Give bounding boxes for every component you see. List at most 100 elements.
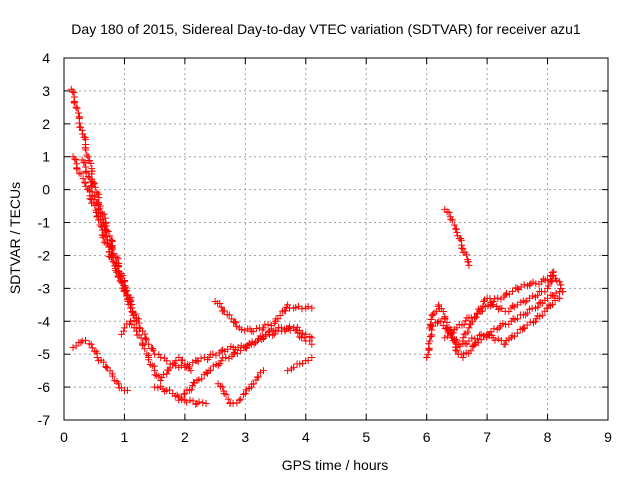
data-point: [99, 218, 107, 226]
data-point: [214, 361, 222, 369]
data-point: [109, 258, 117, 266]
data-point: [81, 179, 89, 187]
data-point: [443, 325, 451, 333]
data-point: [108, 253, 116, 261]
data-point: [160, 370, 168, 378]
data-point: [115, 272, 123, 280]
data-point: [556, 294, 564, 302]
data-point: [491, 336, 499, 344]
data-point: [229, 350, 237, 358]
data-point: [87, 340, 95, 348]
y-tick-label: 4: [42, 50, 50, 66]
series-trace-4: [69, 336, 131, 394]
data-point: [82, 146, 90, 154]
data-point: [149, 346, 157, 354]
data-point: [468, 334, 476, 342]
data-point: [490, 325, 498, 333]
data-point: [502, 289, 510, 297]
data-point: [217, 357, 225, 365]
data-point: [107, 251, 115, 259]
data-point: [282, 307, 290, 315]
data-point: [304, 303, 312, 311]
data-point: [300, 333, 308, 341]
data-point: [70, 99, 78, 107]
series-trace-10: [284, 353, 316, 375]
data-point: [290, 363, 298, 371]
data-point: [437, 317, 445, 325]
series-trace-14: [453, 294, 564, 352]
x-tick-label: 8: [544, 429, 552, 445]
x-tick-label: 1: [121, 429, 129, 445]
data-point: [467, 347, 475, 355]
data-point: [453, 228, 461, 236]
data-point: [486, 302, 494, 310]
data-point: [129, 311, 137, 319]
data-point: [218, 383, 226, 391]
data-point: [488, 300, 496, 308]
data-point: [100, 210, 108, 218]
data-point: [491, 295, 499, 303]
data-point: [69, 88, 77, 96]
data-point: [478, 307, 486, 315]
data-point: [269, 331, 277, 339]
data-point: [123, 386, 131, 394]
data-point: [479, 332, 487, 340]
data-point: [81, 159, 89, 167]
y-tick-label: 0: [42, 182, 50, 198]
data-point: [308, 340, 316, 348]
data-point: [241, 327, 249, 335]
data-point: [222, 390, 230, 398]
data-point: [202, 368, 210, 376]
data-point: [194, 357, 202, 365]
y-tick-label: 1: [42, 149, 50, 165]
data-point: [433, 319, 441, 327]
data-point: [145, 356, 153, 364]
data-point: [102, 363, 110, 371]
data-point: [458, 244, 466, 252]
data-point: [104, 236, 112, 244]
data-point: [451, 337, 459, 345]
data-point: [120, 286, 128, 294]
data-point: [85, 173, 93, 181]
data-point: [205, 353, 213, 361]
data-point: [79, 175, 87, 183]
data-point: [118, 277, 126, 285]
y-tick-label: -3: [38, 280, 51, 296]
data-point: [74, 109, 82, 117]
series-trace-5: [117, 317, 195, 385]
data-point: [142, 336, 150, 344]
data-point: [270, 330, 278, 338]
data-point: [435, 301, 443, 309]
data-point: [427, 316, 435, 324]
data-point: [209, 350, 217, 358]
data-point: [513, 284, 521, 292]
data-point: [525, 281, 533, 289]
data-point: [232, 318, 240, 326]
data-point: [475, 331, 483, 339]
data-point: [449, 329, 457, 337]
data-point: [544, 294, 552, 302]
data-point: [100, 358, 108, 366]
data-point: [187, 386, 195, 394]
series-trace-9: [214, 367, 267, 408]
data-point: [559, 288, 567, 296]
data-point: [133, 317, 141, 325]
y-tick-label: -1: [38, 215, 51, 231]
data-point: [457, 235, 465, 243]
data-point: [526, 318, 534, 326]
data-point: [163, 357, 171, 365]
data-point: [544, 275, 552, 283]
data-point: [69, 344, 77, 352]
data-point: [155, 372, 163, 380]
data-point: [237, 347, 245, 355]
data-point: [181, 390, 189, 398]
data-point: [235, 396, 243, 404]
data-point: [80, 158, 88, 166]
data-point: [513, 329, 521, 337]
y-tick-label: -4: [38, 313, 51, 329]
data-point: [261, 332, 269, 340]
data-point: [250, 380, 258, 388]
x-axis-label: GPS time / hours: [282, 457, 389, 473]
data-point: [483, 333, 491, 341]
data-point: [513, 315, 521, 323]
